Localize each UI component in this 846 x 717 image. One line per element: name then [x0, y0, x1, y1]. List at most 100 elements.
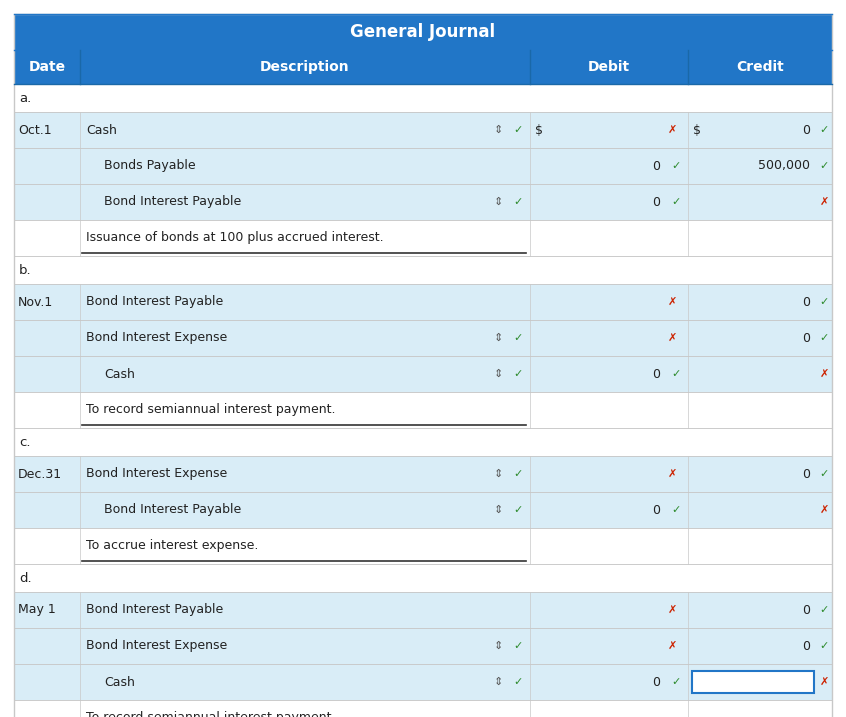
Bar — [14, 112, 832, 148]
Bar — [14, 84, 832, 112]
Text: ✓: ✓ — [514, 197, 523, 207]
Text: ✗: ✗ — [819, 677, 829, 687]
Text: 0: 0 — [802, 467, 810, 480]
Text: ✓: ✓ — [514, 677, 523, 687]
Bar — [14, 700, 832, 717]
Text: Cash: Cash — [86, 123, 117, 136]
Text: ⇕: ⇕ — [493, 505, 503, 515]
Text: To record semiannual interest payment.: To record semiannual interest payment. — [86, 404, 336, 417]
Bar — [14, 220, 832, 256]
Bar — [14, 320, 832, 356]
Text: 0: 0 — [802, 331, 810, 344]
Bar — [14, 14, 832, 50]
Text: ✓: ✓ — [819, 605, 829, 615]
Text: ✓: ✓ — [819, 125, 829, 135]
Bar — [14, 256, 832, 284]
Text: Bond Interest Payable: Bond Interest Payable — [86, 295, 223, 308]
Bar — [14, 492, 832, 528]
Text: ✓: ✓ — [819, 297, 829, 307]
Text: ⇕: ⇕ — [493, 469, 503, 479]
Text: ✓: ✓ — [672, 505, 681, 515]
Bar — [14, 184, 832, 220]
Text: ✗: ✗ — [819, 505, 829, 515]
Text: ✓: ✓ — [819, 161, 829, 171]
Text: ✓: ✓ — [819, 333, 829, 343]
Bar — [14, 592, 832, 628]
Text: Cash: Cash — [104, 368, 135, 381]
Text: 0: 0 — [802, 123, 810, 136]
Bar — [14, 148, 832, 184]
Text: ⇕: ⇕ — [493, 125, 503, 135]
Text: Issuance of bonds at 100 plus accrued interest.: Issuance of bonds at 100 plus accrued in… — [86, 232, 383, 244]
Text: ✗: ✗ — [819, 197, 829, 207]
Text: ✗: ✗ — [667, 469, 677, 479]
Text: Dec.31: Dec.31 — [18, 467, 62, 480]
Text: ✓: ✓ — [514, 125, 523, 135]
Text: Bond Interest Payable: Bond Interest Payable — [104, 503, 241, 516]
Text: c.: c. — [19, 435, 30, 449]
Text: To record semiannual interest payment.: To record semiannual interest payment. — [86, 711, 336, 717]
Text: 0: 0 — [652, 196, 660, 209]
Text: ✓: ✓ — [514, 369, 523, 379]
Text: Description: Description — [261, 60, 349, 74]
Text: 0: 0 — [652, 368, 660, 381]
Bar — [14, 628, 832, 664]
Text: ✗: ✗ — [667, 641, 677, 651]
Text: Bond Interest Payable: Bond Interest Payable — [86, 604, 223, 617]
Text: Bond Interest Expense: Bond Interest Expense — [86, 467, 228, 480]
Text: Cash: Cash — [104, 675, 135, 688]
Text: ⇕: ⇕ — [493, 641, 503, 651]
Text: ✗: ✗ — [819, 369, 829, 379]
Text: 0: 0 — [802, 640, 810, 652]
Text: ⇕: ⇕ — [493, 369, 503, 379]
Text: ✗: ✗ — [667, 297, 677, 307]
Text: 0: 0 — [802, 295, 810, 308]
Text: 0: 0 — [652, 503, 660, 516]
Bar — [14, 284, 832, 320]
Text: ✓: ✓ — [819, 469, 829, 479]
Text: a.: a. — [19, 92, 31, 105]
Text: ✓: ✓ — [514, 469, 523, 479]
Text: 0: 0 — [802, 604, 810, 617]
Text: $: $ — [535, 123, 543, 136]
Text: General Journal: General Journal — [350, 23, 496, 41]
Text: ⇕: ⇕ — [493, 677, 503, 687]
Text: To accrue interest expense.: To accrue interest expense. — [86, 539, 258, 553]
Text: 0: 0 — [652, 159, 660, 173]
Text: ✗: ✗ — [667, 333, 677, 343]
Text: Debit: Debit — [588, 60, 630, 74]
Text: ⇕: ⇕ — [493, 197, 503, 207]
Text: ✓: ✓ — [672, 197, 681, 207]
Bar — [14, 564, 832, 592]
Text: Credit: Credit — [736, 60, 784, 74]
Text: ✗: ✗ — [667, 605, 677, 615]
Bar — [692, 671, 814, 693]
Bar — [14, 456, 832, 492]
Text: ✓: ✓ — [514, 505, 523, 515]
Bar — [14, 392, 832, 428]
Bar — [14, 50, 832, 84]
Text: ✓: ✓ — [672, 161, 681, 171]
Text: Bond Interest Expense: Bond Interest Expense — [86, 331, 228, 344]
Text: Date: Date — [29, 60, 65, 74]
Text: ✓: ✓ — [819, 641, 829, 651]
Text: ✓: ✓ — [514, 641, 523, 651]
Text: May 1: May 1 — [18, 604, 56, 617]
Text: ✗: ✗ — [667, 125, 677, 135]
Text: d.: d. — [19, 571, 31, 584]
Text: Oct.1: Oct.1 — [18, 123, 52, 136]
Text: Nov.1: Nov.1 — [18, 295, 53, 308]
Text: 0: 0 — [652, 675, 660, 688]
Bar — [14, 356, 832, 392]
Text: ✓: ✓ — [672, 369, 681, 379]
Text: Bond Interest Payable: Bond Interest Payable — [104, 196, 241, 209]
Text: ✓: ✓ — [672, 677, 681, 687]
Text: b.: b. — [19, 264, 31, 277]
Text: Bonds Payable: Bonds Payable — [104, 159, 195, 173]
Text: Bond Interest Expense: Bond Interest Expense — [86, 640, 228, 652]
Text: $: $ — [693, 123, 701, 136]
Text: 500,000: 500,000 — [758, 159, 810, 173]
Bar — [14, 528, 832, 564]
Text: ✓: ✓ — [514, 333, 523, 343]
Text: ⇕: ⇕ — [493, 333, 503, 343]
